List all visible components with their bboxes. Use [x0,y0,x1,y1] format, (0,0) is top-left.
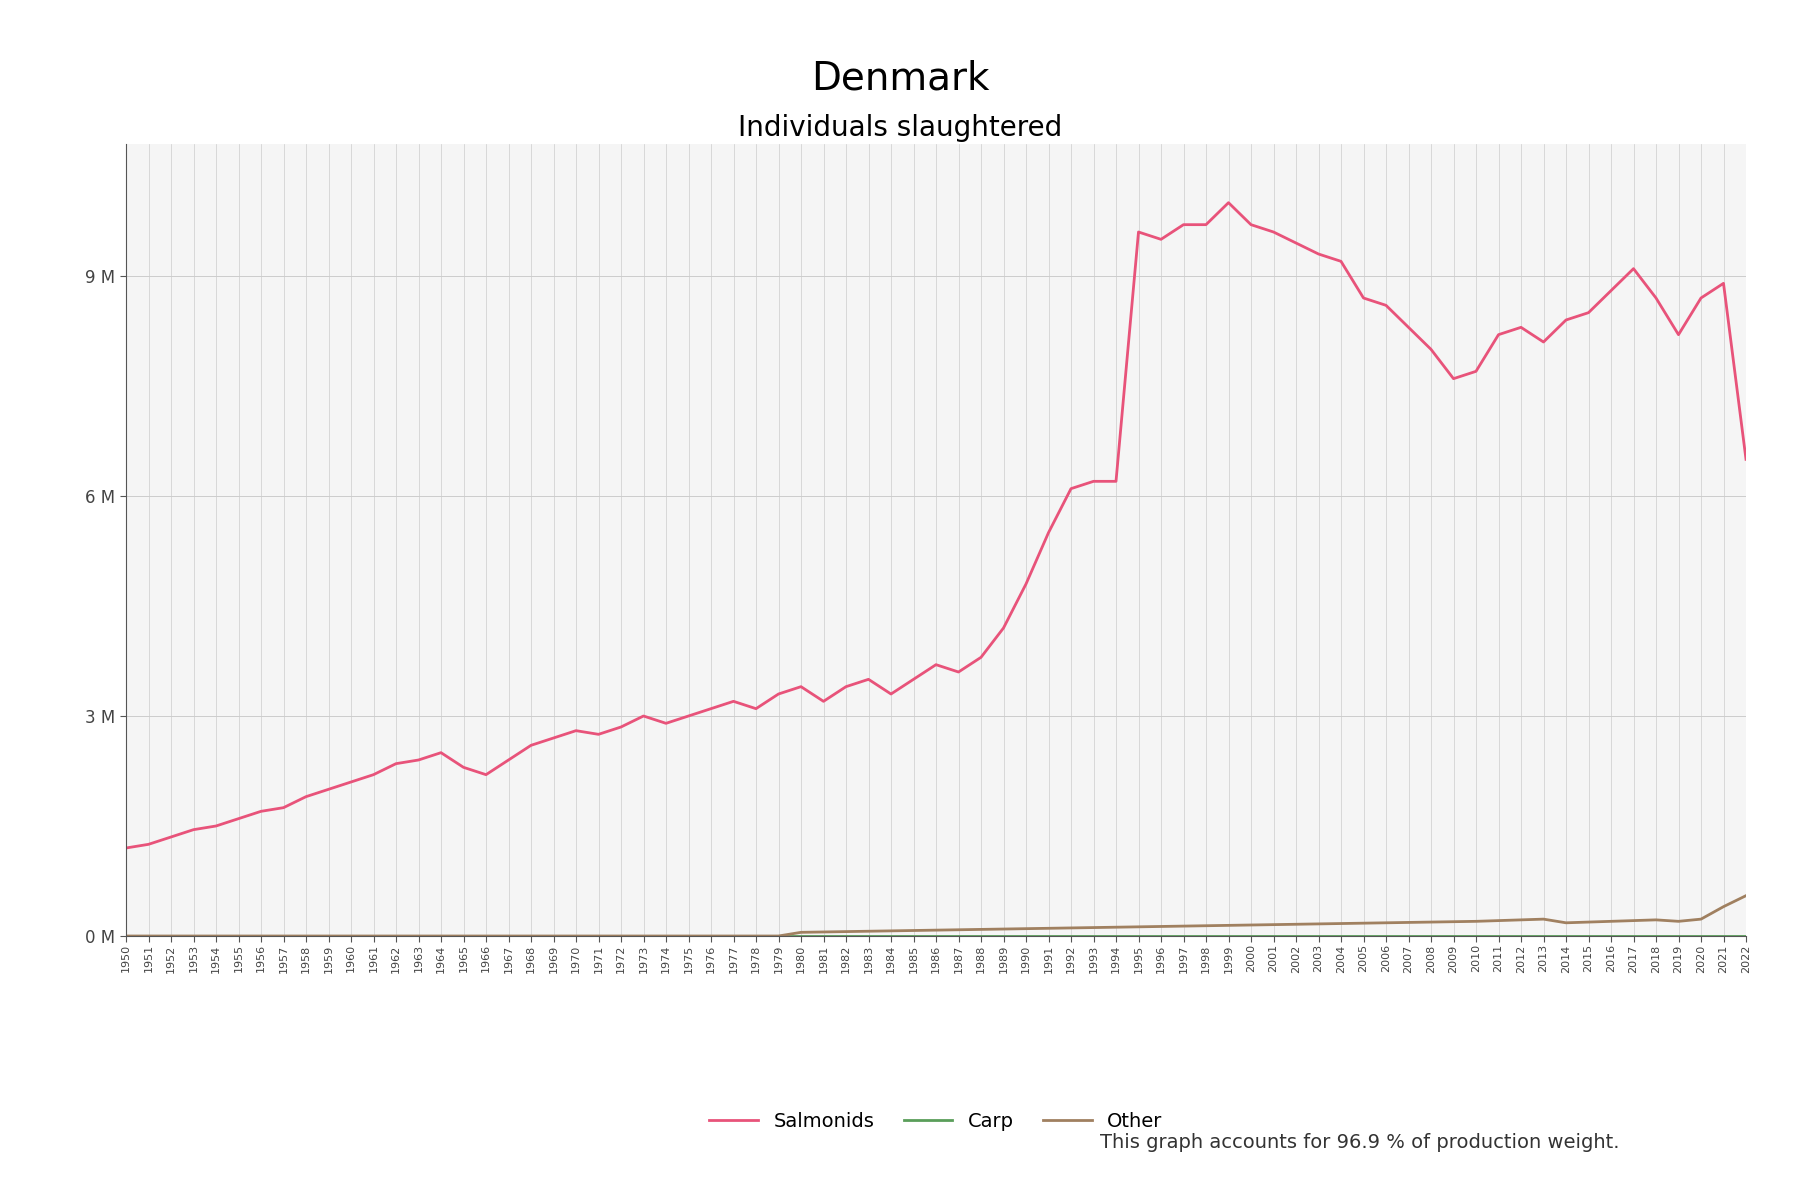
Text: This graph accounts for 96.9 % of production weight.: This graph accounts for 96.9 % of produc… [1100,1133,1620,1152]
Legend: Salmonids, Carp, Other: Salmonids, Carp, Other [702,1104,1170,1139]
Other [1577,914,1598,929]
Other [655,929,677,943]
Salmonids [475,768,497,782]
Other [1510,913,1532,928]
Salmonids [1487,328,1508,342]
Salmonids [925,658,947,672]
Carp [1735,929,1757,943]
Salmonids [655,716,677,731]
Carp [1510,929,1532,943]
Salmonids [1735,452,1757,467]
Salmonids [115,841,137,856]
Salmonids [1217,196,1238,210]
Other [115,929,137,943]
Line: Other: Other [126,895,1746,936]
Carp [475,929,497,943]
Other [925,923,947,937]
Other [475,929,497,943]
Carp [925,929,947,943]
Text: Individuals slaughtered: Individuals slaughtered [738,114,1062,142]
Other [1735,888,1757,902]
Carp [1465,929,1487,943]
Salmonids [1534,335,1555,349]
Carp [1577,929,1598,943]
Other [1465,914,1487,929]
Text: Denmark: Denmark [810,60,990,98]
Salmonids [1600,283,1622,298]
Line: Salmonids: Salmonids [126,203,1746,848]
Carp [655,929,677,943]
Carp [115,929,137,943]
